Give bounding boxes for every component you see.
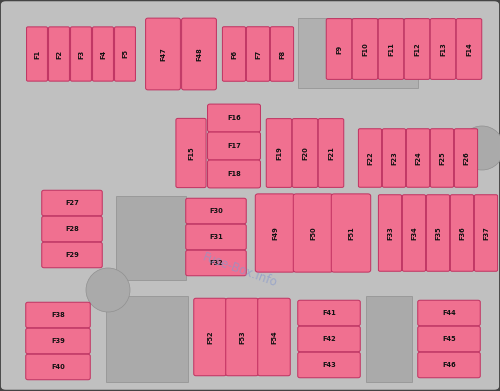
FancyBboxPatch shape [48, 27, 70, 81]
Text: F44: F44 [442, 310, 456, 316]
Text: F4: F4 [100, 49, 106, 59]
FancyBboxPatch shape [298, 300, 360, 326]
Text: F51: F51 [348, 226, 354, 240]
FancyBboxPatch shape [176, 118, 206, 188]
FancyBboxPatch shape [26, 27, 48, 81]
FancyBboxPatch shape [294, 194, 333, 272]
Text: F5: F5 [122, 50, 128, 59]
Text: F38: F38 [51, 312, 65, 318]
Text: F12: F12 [414, 42, 420, 56]
Text: F33: F33 [387, 226, 393, 240]
FancyBboxPatch shape [454, 129, 477, 187]
FancyBboxPatch shape [378, 195, 402, 271]
FancyBboxPatch shape [208, 104, 260, 132]
FancyBboxPatch shape [298, 326, 360, 352]
FancyBboxPatch shape [26, 328, 90, 354]
Text: F8: F8 [279, 49, 285, 59]
FancyBboxPatch shape [226, 298, 258, 376]
FancyBboxPatch shape [358, 129, 382, 187]
Text: F29: F29 [65, 252, 79, 258]
Text: F46: F46 [442, 362, 456, 368]
Text: F24: F24 [415, 151, 421, 165]
Text: F2: F2 [56, 49, 62, 59]
Text: F11: F11 [388, 42, 394, 56]
Text: F52: F52 [207, 330, 213, 344]
FancyBboxPatch shape [182, 18, 216, 90]
FancyBboxPatch shape [222, 27, 246, 81]
FancyBboxPatch shape [402, 195, 425, 271]
FancyBboxPatch shape [382, 129, 406, 187]
FancyBboxPatch shape [426, 195, 450, 271]
FancyBboxPatch shape [26, 302, 90, 328]
Text: F25: F25 [439, 151, 445, 165]
Text: F30: F30 [209, 208, 223, 214]
Text: F23: F23 [391, 151, 397, 165]
FancyBboxPatch shape [326, 19, 352, 79]
FancyBboxPatch shape [42, 190, 102, 216]
Text: F3: F3 [78, 49, 84, 59]
Text: F50: F50 [310, 226, 316, 240]
Text: F39: F39 [51, 338, 65, 344]
FancyBboxPatch shape [430, 19, 456, 79]
Text: F43: F43 [322, 362, 336, 368]
FancyBboxPatch shape [208, 132, 260, 160]
Text: F15: F15 [188, 146, 194, 160]
Text: F47: F47 [160, 47, 166, 61]
FancyBboxPatch shape [258, 298, 290, 376]
Ellipse shape [460, 126, 500, 170]
Text: F27: F27 [65, 200, 79, 206]
FancyBboxPatch shape [246, 27, 270, 81]
Bar [298, 18, 418, 88]
Text: F7: F7 [255, 49, 261, 59]
Text: Fuse-Box.info: Fuse-Box.info [201, 251, 279, 290]
FancyBboxPatch shape [418, 352, 480, 378]
Text: F19: F19 [276, 146, 282, 160]
Text: F6: F6 [231, 49, 237, 59]
FancyBboxPatch shape [42, 242, 102, 268]
FancyBboxPatch shape [270, 27, 293, 81]
FancyBboxPatch shape [194, 298, 226, 376]
Bar [366, 296, 412, 382]
FancyBboxPatch shape [418, 326, 480, 352]
FancyBboxPatch shape [42, 216, 102, 242]
Text: F34: F34 [411, 226, 417, 240]
Text: F48: F48 [196, 47, 202, 61]
FancyBboxPatch shape [186, 224, 246, 250]
FancyBboxPatch shape [26, 354, 90, 380]
FancyBboxPatch shape [146, 18, 180, 90]
Text: F16: F16 [227, 115, 241, 121]
Text: F42: F42 [322, 336, 336, 342]
FancyBboxPatch shape [208, 160, 260, 188]
FancyBboxPatch shape [456, 19, 482, 79]
Text: F1: F1 [34, 49, 40, 59]
FancyBboxPatch shape [318, 118, 344, 187]
Text: F26: F26 [463, 151, 469, 165]
Text: F37: F37 [483, 226, 489, 240]
Bar [106, 296, 188, 382]
FancyBboxPatch shape [378, 19, 404, 79]
FancyBboxPatch shape [292, 118, 318, 187]
Ellipse shape [86, 268, 130, 312]
FancyBboxPatch shape [186, 198, 246, 224]
Text: F31: F31 [209, 234, 223, 240]
FancyBboxPatch shape [352, 19, 378, 79]
Text: F18: F18 [227, 171, 241, 177]
Text: F36: F36 [459, 226, 465, 240]
Text: F14: F14 [466, 42, 472, 56]
Bar [116, 196, 186, 280]
Text: F21: F21 [328, 146, 334, 160]
FancyBboxPatch shape [298, 352, 360, 378]
Text: F13: F13 [440, 42, 446, 56]
Text: F45: F45 [442, 336, 456, 342]
Text: F35: F35 [435, 226, 441, 240]
Text: F40: F40 [51, 364, 65, 370]
Text: F28: F28 [65, 226, 79, 232]
FancyBboxPatch shape [92, 27, 114, 81]
FancyBboxPatch shape [256, 194, 294, 272]
Text: F32: F32 [209, 260, 223, 266]
Text: F17: F17 [227, 143, 241, 149]
Text: F22: F22 [367, 151, 373, 165]
FancyBboxPatch shape [430, 129, 454, 187]
FancyBboxPatch shape [332, 194, 370, 272]
